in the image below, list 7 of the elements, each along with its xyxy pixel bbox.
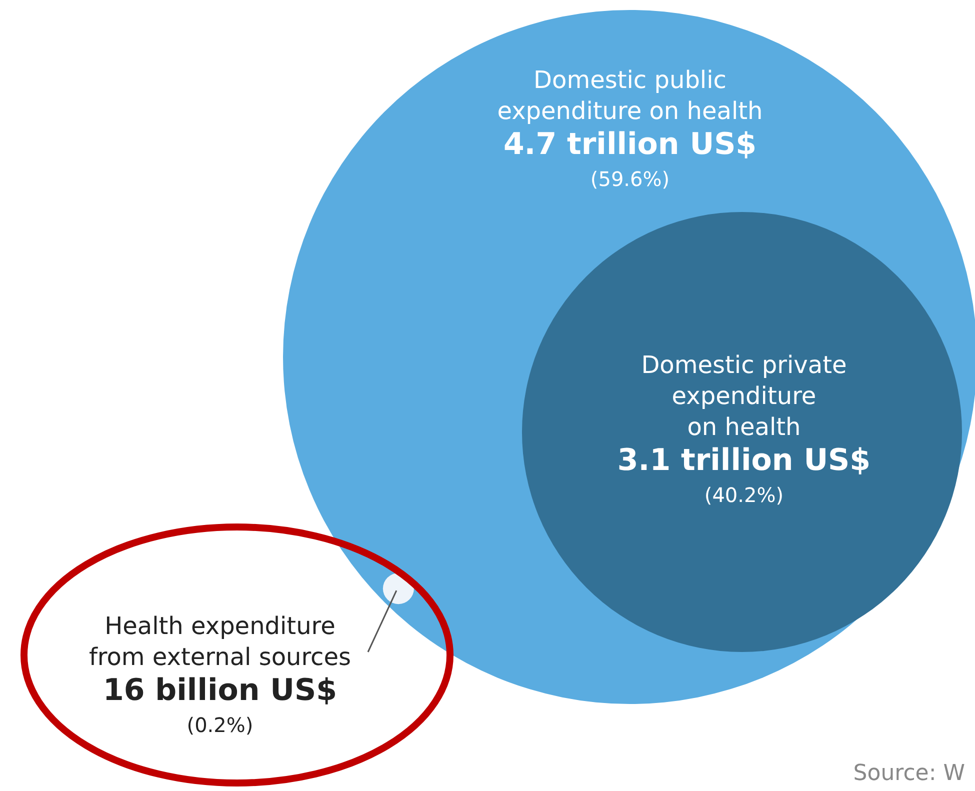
category-label: Health expenditure from external sources [88, 612, 352, 671]
category-label: Domestic private expenditure on health [641, 351, 847, 441]
source-note: Source: W [853, 761, 966, 786]
data-label: 3.1 trillion US$ (40.2%) [617, 443, 871, 507]
data-label: 16 billion US$ (0.2%) [102, 673, 338, 737]
category-label: Domestic public expenditure on health [497, 66, 763, 125]
data-label: 4.7 trillion US$ (59.6%) [503, 127, 757, 191]
